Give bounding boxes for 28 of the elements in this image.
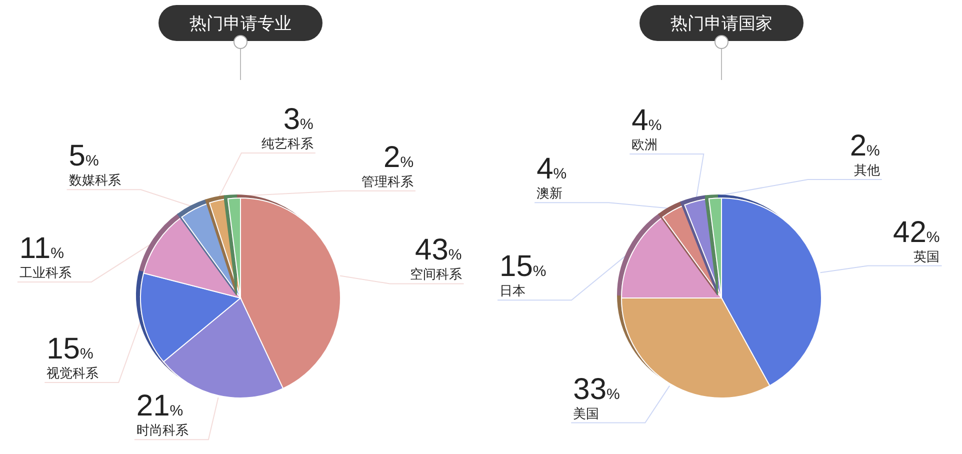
- data-label: 2%: [384, 140, 414, 174]
- slice-label: 美国: [573, 406, 600, 421]
- data-label: 33%: [573, 372, 620, 406]
- data-label: 11%: [19, 232, 64, 265]
- data-label: 15%: [500, 250, 546, 284]
- data-label: 15%: [46, 332, 94, 366]
- chart-title: 热门申请专业: [190, 14, 292, 33]
- chart-title: 热门申请国家: [670, 14, 772, 33]
- slice-label: 数媒科系: [68, 172, 121, 188]
- slice-label: 英国: [914, 248, 940, 264]
- data-label: 2%: [850, 129, 880, 162]
- slice-label: 日本: [500, 283, 526, 298]
- slice-label: 欧洲: [632, 137, 658, 152]
- data-label: 42%: [893, 216, 940, 249]
- data-label: 5%: [68, 140, 99, 173]
- slice-label: 其他: [854, 162, 880, 178]
- slice-label: 时尚科系: [136, 422, 188, 438]
- data-label: 3%: [283, 103, 314, 136]
- slice-label: 视觉科系: [46, 366, 99, 381]
- slice-label: 澳新: [536, 186, 563, 201]
- slice-label: 纯艺科系: [261, 136, 314, 152]
- data-label: 4%: [536, 152, 567, 186]
- data-label: 21%: [136, 390, 184, 423]
- slice-label: 空间科系: [410, 266, 462, 282]
- data-label: 43%: [415, 234, 462, 267]
- data-label: 4%: [632, 104, 662, 138]
- slice-label: 工业科系: [19, 264, 72, 280]
- slice-label: 管理科系: [362, 174, 414, 189]
